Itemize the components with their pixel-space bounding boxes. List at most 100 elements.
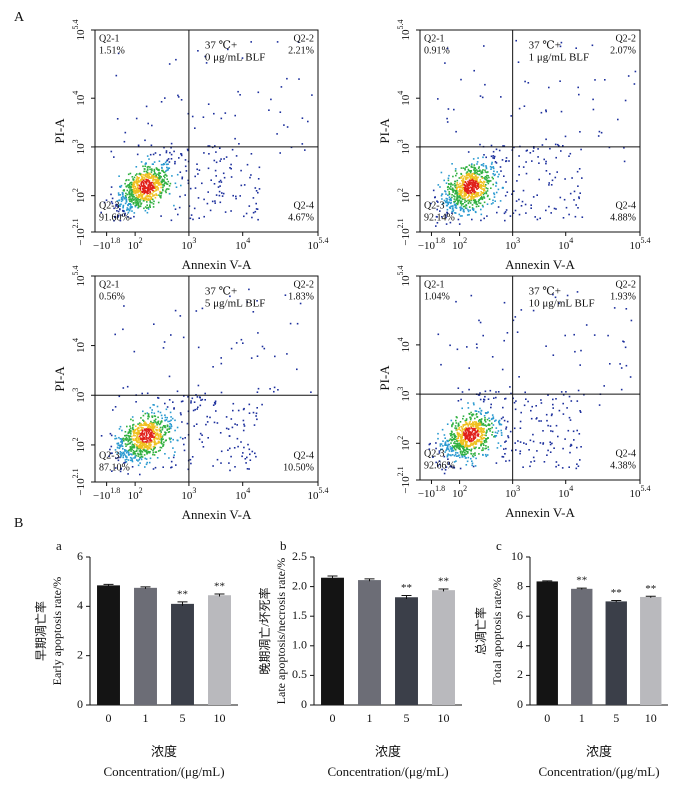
event-dot [168,437,171,439]
event-dot [119,186,122,188]
event-dot [228,462,230,464]
event-dot [483,424,485,427]
event-dot [158,428,161,431]
event-dot [457,423,460,426]
event-dot [147,198,149,200]
event-dot [143,170,145,173]
event-dot [130,431,132,433]
event-dot [257,178,260,180]
event-dot [145,458,148,460]
event-dot [458,177,461,179]
event-dot [446,447,448,449]
event-dot [268,109,270,111]
event-dot [460,206,462,208]
y-tick-label: 104 [396,91,412,106]
event-dot [508,160,510,162]
event-dot [486,431,488,433]
event-dot [481,197,484,199]
event-dot [168,185,171,187]
event-dot [454,168,457,170]
event-dot [458,442,461,445]
event-dot [533,460,536,462]
event-dot [157,420,160,423]
event-dot [547,449,549,452]
event-dot [121,453,124,455]
event-dot [163,179,165,181]
event-dot [562,447,564,450]
event-dot [128,208,130,210]
event-dot [530,409,532,412]
event-dot [474,199,476,201]
event-dot [157,435,160,437]
event-dot [475,413,478,416]
event-dot [149,427,151,429]
event-dot [513,401,516,404]
event-dot [466,192,468,194]
event-dot [482,400,485,403]
event-dot [476,188,478,190]
event-dot [238,143,240,145]
event-dot [455,190,458,192]
event-dot [175,58,177,61]
event-dot [164,173,167,176]
event-dot [485,176,487,179]
event-dot [153,423,155,425]
event-dot [153,194,156,196]
event-dot [484,441,486,444]
event-dot [160,196,162,199]
error-bar [140,586,151,589]
event-dot [465,441,467,444]
event-dot [168,161,171,163]
event-dot [474,200,476,202]
event-dot [465,431,467,434]
event-dot [474,184,476,187]
event-dot [125,461,128,463]
event-dot [139,438,142,441]
event-dot [479,412,482,414]
event-dot [148,461,151,464]
event-dot [471,460,473,462]
event-dot [144,421,146,423]
plot-frame [419,29,641,233]
event-dot [155,179,157,181]
event-dot [257,332,259,334]
event-dot [162,425,165,427]
event-dot [277,389,279,391]
event-dot [479,184,481,187]
event-dot [131,466,134,468]
quadrant-value: 0.56% [99,291,125,302]
event-dot [130,181,133,184]
event-dot [145,175,147,178]
event-dot [527,400,529,403]
event-dot [181,177,183,180]
event-dot [141,456,144,458]
event-dot [153,323,155,325]
event-dot [471,455,474,457]
event-dot [468,449,470,451]
event-dot [160,186,162,189]
event-dot [154,435,157,438]
event-dot [145,438,147,440]
event-dot [505,181,507,183]
event-dot [156,429,158,431]
event-dot [126,456,128,458]
event-dot [465,445,467,447]
event-dot [456,452,459,454]
event-dot [519,441,522,443]
event-dot [488,420,491,422]
event-dot [163,341,166,343]
event-dot [195,310,198,312]
event-dot [179,171,182,173]
event-dot [465,436,467,438]
event-dot [473,164,476,166]
event-dot [133,192,135,194]
event-dot [538,178,540,181]
event-dot [138,199,141,201]
event-dot [538,162,540,164]
event-dot [465,442,467,445]
quadrant-name: Q2-2 [615,279,636,290]
event-dot [156,432,158,435]
event-dot [573,190,576,193]
event-dot [127,443,130,445]
event-dot [140,437,142,439]
